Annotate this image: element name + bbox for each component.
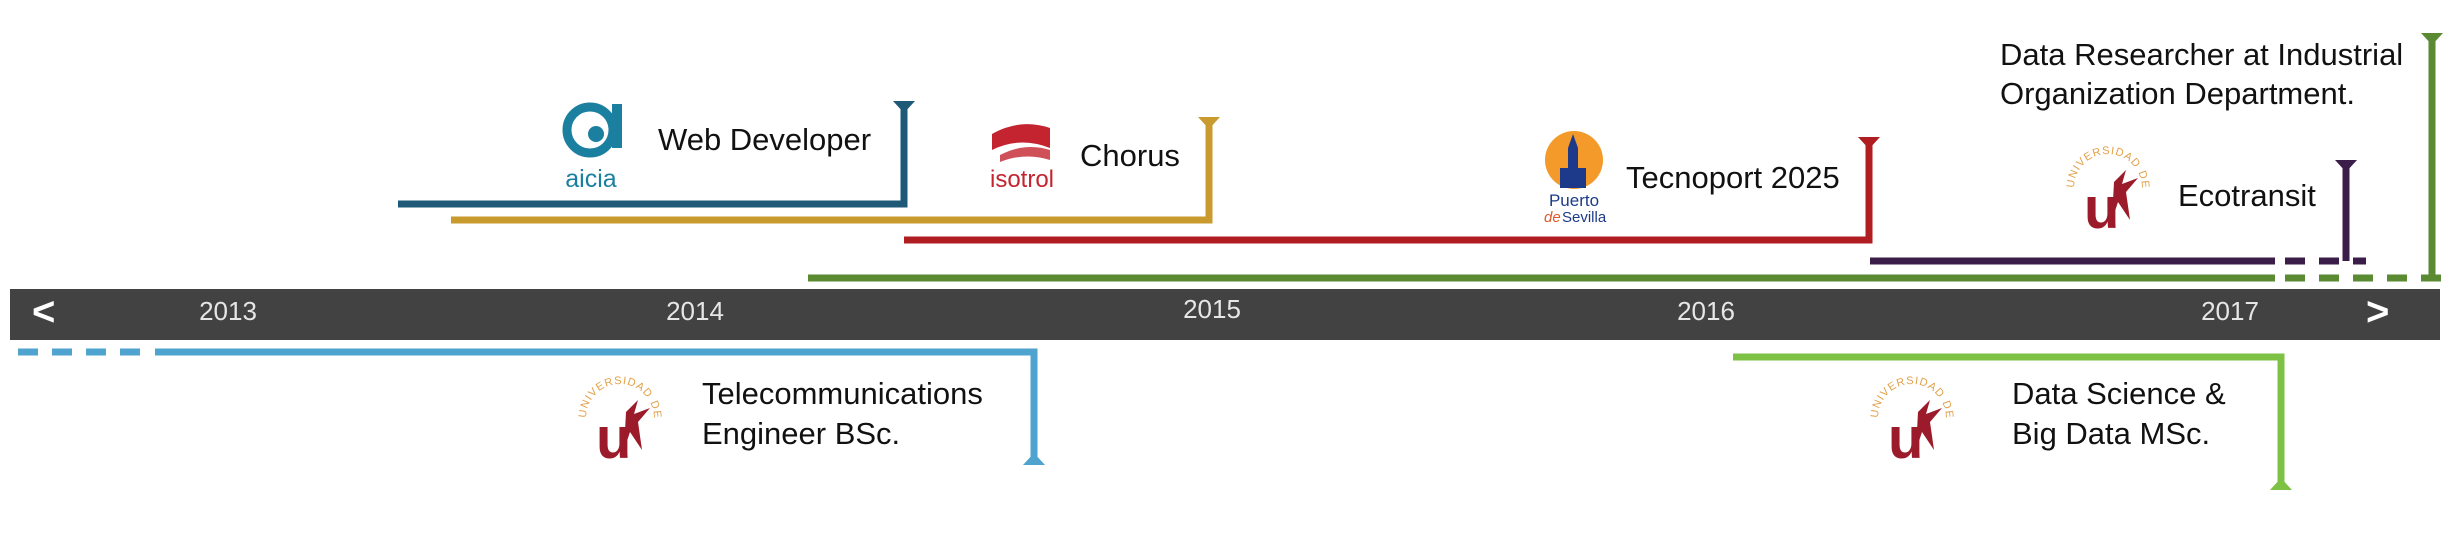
us-logo-telecom: UNIVERSIDAD DE SEVILLA u — [577, 375, 662, 471]
us-logo-data-science: UNIVERSIDAD DE SEVILLA u — [1869, 375, 1954, 471]
label-data-researcher-line2: Organization Department. — [2000, 76, 2355, 111]
label-data-science-line2: Big Data MSc. — [2012, 416, 2210, 451]
svg-text:de: de — [1544, 209, 1561, 226]
range-data-science — [1733, 353, 2292, 490]
prev-button[interactable]: < — [32, 290, 55, 334]
label-chorus: Chorus — [1080, 138, 1180, 173]
range-telecom — [18, 348, 1045, 465]
label-tecnoport: Tecnoport 2025 — [1626, 160, 1840, 195]
svg-text:aicia: aicia — [565, 165, 617, 193]
puerto-sevilla-logo: Puerto de Sevilla — [1544, 131, 1607, 226]
aicia-logo: aicia — [562, 102, 622, 193]
label-telecom-line1: Telecommunications — [702, 376, 983, 411]
label-telecom-line2: Engineer BSc. — [702, 416, 900, 451]
year-label-2013: 2013 — [199, 296, 257, 326]
isotrol-logo: isotrol — [990, 124, 1054, 193]
range-data-researcher — [808, 33, 2443, 282]
label-data-science-line1: Data Science & — [2012, 376, 2226, 411]
range-web-developer — [398, 101, 915, 208]
range-tecnoport — [904, 137, 1880, 244]
year-label-2015: 2015 — [1183, 294, 1241, 324]
timeline-bar — [10, 289, 2440, 340]
label-web-developer: Web Developer — [658, 122, 871, 157]
next-button[interactable]: > — [2366, 290, 2389, 334]
us-logo-ecotransit: UNIVERSIDAD DE SEVILLA u — [2065, 145, 2150, 241]
year-label-2014: 2014 — [666, 296, 724, 326]
range-ecotransit — [1870, 160, 2366, 265]
year-label-2016: 2016 — [1677, 296, 1735, 326]
label-ecotransit: Ecotransit — [2178, 178, 2316, 213]
label-data-researcher-line1: Data Researcher at Industrial — [2000, 37, 2403, 72]
svg-text:isotrol: isotrol — [990, 166, 1054, 193]
year-label-2017: 2017 — [2201, 296, 2259, 326]
range-chorus — [451, 117, 1220, 224]
svg-text:Puerto: Puerto — [1549, 191, 1599, 210]
svg-text:Sevilla: Sevilla — [1562, 209, 1607, 226]
